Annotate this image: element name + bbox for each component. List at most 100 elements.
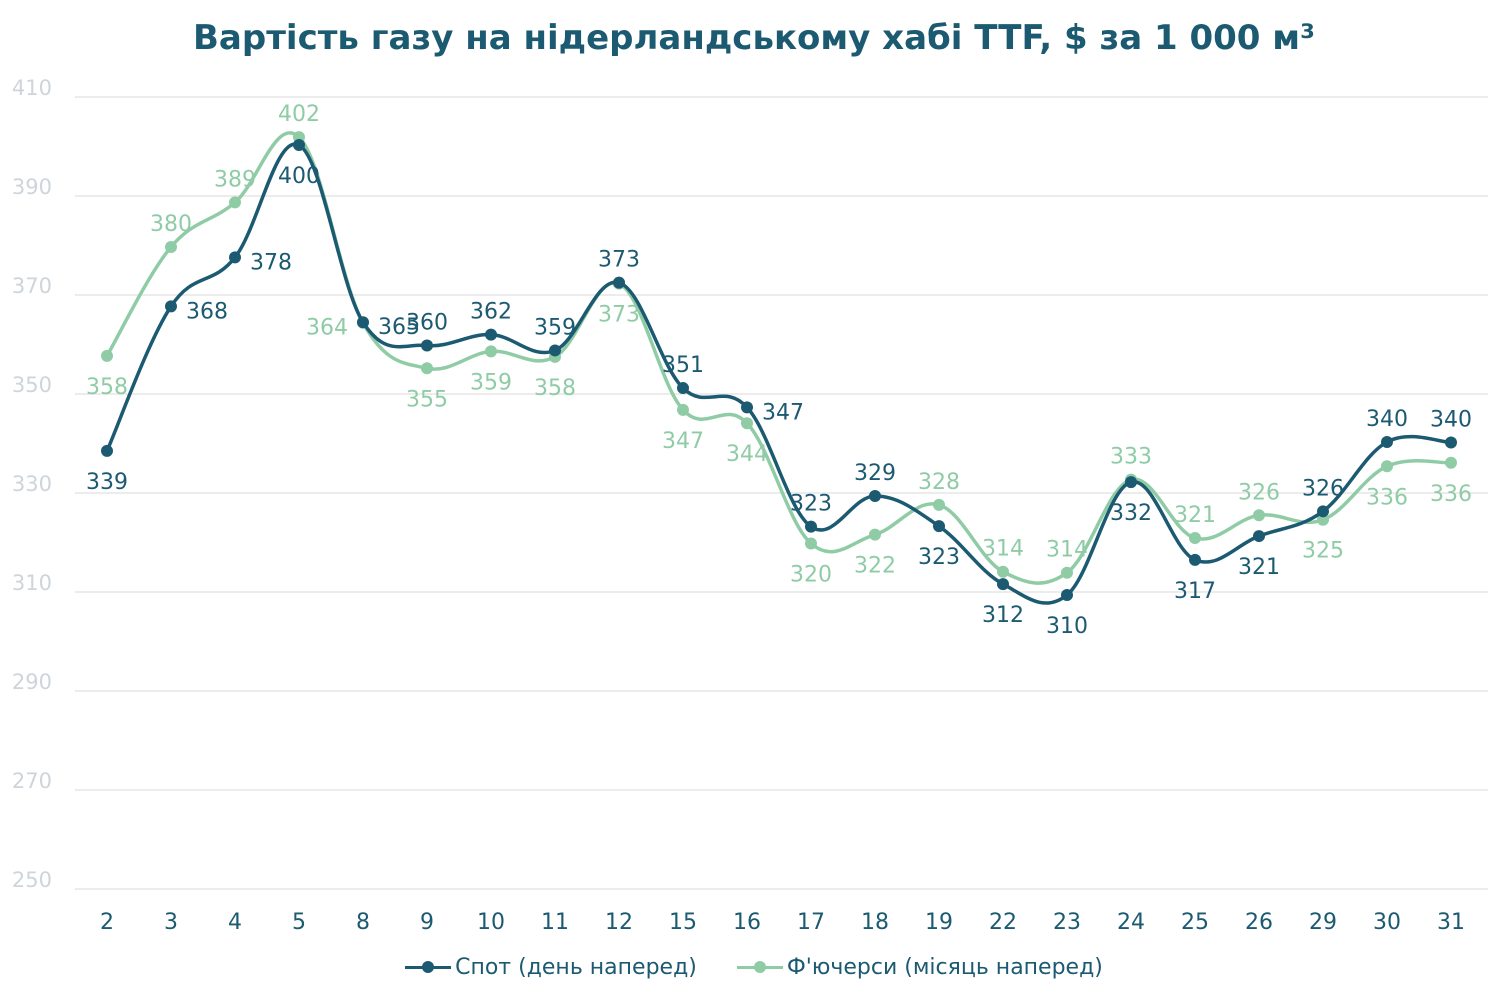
data-label-spot-12: 373 [598, 248, 640, 273]
x-tick-label-19: 19 [925, 910, 953, 935]
point-spot-22 [997, 578, 1009, 591]
data-label-futures-8: 364 [306, 316, 348, 341]
y-tick-label-330: 330 [12, 472, 52, 496]
x-tick-label-8: 8 [356, 910, 370, 935]
legend: Спот (день наперед) Ф'ючерси (місяць нап… [0, 955, 1508, 980]
data-label-futures-24: 333 [1110, 445, 1152, 470]
point-spot-8 [357, 316, 369, 329]
point-spot-11 [549, 344, 561, 357]
data-label-spot-24: 332 [1110, 501, 1152, 526]
point-futures-26 [1253, 509, 1265, 522]
legend-item-futures[interactable]: Ф'ючерси (місяць наперед) [736, 955, 1103, 980]
point-futures-23 [1061, 566, 1073, 579]
y-tick-label-390: 390 [12, 175, 52, 199]
data-label-spot-19: 323 [918, 545, 960, 570]
x-tick-label-12: 12 [605, 910, 633, 935]
series-line-futures [105, 131, 1452, 585]
point-spot-9 [421, 339, 433, 352]
x-tick-label-31: 31 [1437, 910, 1465, 935]
point-futures-19 [933, 498, 945, 511]
series-line-spot [105, 142, 1452, 605]
y-tick-label-310: 310 [12, 571, 52, 595]
point-spot-12 [613, 276, 625, 289]
data-label-futures-29: 325 [1302, 539, 1344, 564]
legend-label-futures: Ф'ючерси (місяць наперед) [786, 955, 1103, 980]
data-label-spot-5: 400 [278, 164, 320, 189]
point-spot-24 [1125, 476, 1137, 489]
data-label-spot-11: 359 [534, 315, 576, 340]
x-tick-label-18: 18 [861, 910, 889, 935]
x-tick-label-5: 5 [292, 910, 306, 935]
data-label-futures-2: 358 [86, 375, 128, 400]
x-tick-label-15: 15 [669, 910, 697, 935]
x-tick-label-4: 4 [228, 910, 242, 935]
x-tick-label-10: 10 [477, 910, 505, 935]
data-label-futures-12: 373 [598, 303, 640, 328]
x-tick-label-3: 3 [164, 910, 178, 935]
data-label-spot-9: 360 [406, 310, 448, 335]
data-label-spot-31: 340 [1430, 408, 1472, 433]
x-tick-label-23: 23 [1053, 910, 1081, 935]
point-spot-19 [933, 520, 945, 533]
x-tick-label-26: 26 [1245, 910, 1273, 935]
data-label-spot-22: 312 [982, 603, 1024, 628]
data-label-spot-18: 329 [854, 461, 896, 486]
data-label-futures-10: 359 [470, 370, 512, 395]
data-label-futures-30: 336 [1366, 485, 1408, 510]
point-futures-29 [1317, 513, 1329, 526]
point-futures-4 [229, 196, 241, 209]
point-spot-25 [1189, 553, 1201, 566]
point-futures-17 [805, 537, 817, 550]
data-label-futures-26: 326 [1238, 480, 1280, 505]
y-tick-label-270: 270 [12, 769, 52, 793]
data-label-futures-22: 314 [982, 537, 1024, 562]
point-futures-15 [677, 403, 689, 416]
data-label-futures-19: 328 [918, 470, 960, 495]
point-spot-16 [741, 401, 753, 414]
x-tick-label-16: 16 [733, 910, 761, 935]
data-label-futures-15: 347 [662, 429, 704, 454]
data-label-spot-23: 310 [1046, 614, 1088, 639]
data-label-futures-9: 355 [406, 387, 448, 412]
point-spot-5 [293, 139, 305, 152]
legend-item-spot[interactable]: Спот (день наперед) [405, 955, 697, 980]
point-futures-10 [485, 345, 497, 358]
x-tick-label-22: 22 [989, 910, 1017, 935]
legend-swatch-futures [736, 961, 783, 973]
data-label-spot-2: 339 [86, 470, 128, 495]
data-label-spot-25: 317 [1174, 579, 1216, 604]
data-label-futures-3: 380 [150, 212, 192, 237]
x-tick-label-9: 9 [420, 910, 434, 935]
data-label-spot-16: 347 [762, 400, 804, 425]
data-label-futures-25: 321 [1174, 503, 1216, 528]
data-label-futures-5: 402 [278, 102, 320, 127]
point-futures-18 [869, 528, 881, 541]
x-tick-label-11: 11 [541, 910, 569, 935]
x-tick-label-24: 24 [1117, 910, 1145, 935]
data-label-spot-26: 321 [1238, 555, 1280, 580]
data-label-futures-18: 322 [854, 554, 896, 579]
x-tick-label-29: 29 [1309, 910, 1337, 935]
point-futures-9 [421, 362, 433, 375]
point-spot-18 [869, 489, 881, 502]
x-tick-label-17: 17 [797, 910, 825, 935]
chart-title: Вартість газу на нідерландському хабі TT… [193, 18, 1315, 58]
data-label-spot-15: 351 [662, 353, 704, 378]
x-tick-label-25: 25 [1181, 910, 1209, 935]
point-spot-4 [229, 251, 241, 264]
point-spot-31 [1445, 436, 1457, 449]
legend-swatch-spot [405, 961, 452, 973]
data-label-futures-23: 314 [1046, 538, 1088, 563]
data-label-futures-31: 336 [1430, 482, 1472, 507]
point-futures-22 [997, 565, 1009, 578]
data-label-futures-11: 358 [534, 376, 576, 401]
x-tick-label-30: 30 [1373, 910, 1401, 935]
point-futures-31 [1445, 456, 1457, 469]
y-tick-label-350: 350 [12, 373, 52, 397]
point-spot-30 [1381, 436, 1393, 449]
point-futures-2 [101, 349, 113, 362]
data-label-spot-30: 340 [1366, 407, 1408, 432]
data-label-spot-17: 323 [790, 492, 832, 517]
